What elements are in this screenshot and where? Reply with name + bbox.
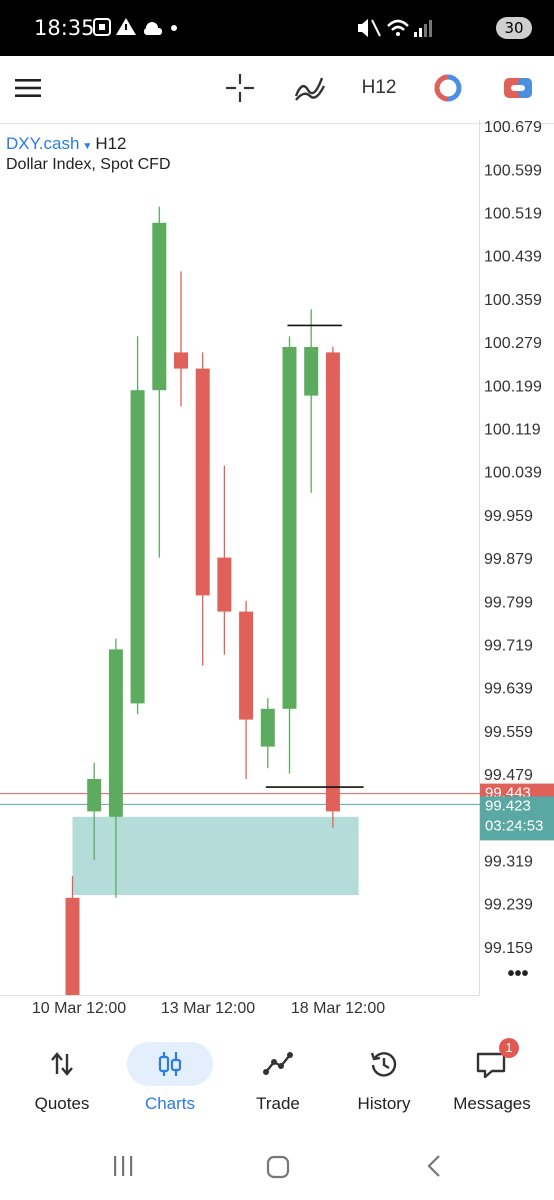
- indicators-icon: [294, 77, 326, 101]
- candle-body: [217, 557, 232, 612]
- quotes-icon: [51, 1052, 73, 1076]
- price-axis-label: 100.359: [484, 292, 542, 309]
- symbol-name[interactable]: DXY.cash: [6, 134, 80, 153]
- candle-body: [260, 708, 275, 747]
- nav-label-messages: Messages: [453, 1094, 531, 1113]
- time-axis-label: 10 Mar 12:00: [32, 1000, 126, 1017]
- price-axis-label: 99.959: [484, 508, 533, 525]
- price-axis-label: 99.479: [484, 767, 533, 784]
- candle-body: [239, 611, 254, 720]
- nav-history[interactable]: History: [334, 1042, 434, 1114]
- one-click-trading-button[interactable]: [500, 68, 536, 108]
- candle-body: [325, 352, 340, 812]
- status-time: 18:35: [34, 16, 95, 40]
- trade-icon: [263, 1052, 293, 1075]
- bottom-navigation: Quotes Charts Trade: [0, 1028, 554, 1128]
- candle-body: [282, 347, 297, 709]
- candle-body: [130, 390, 145, 704]
- nav-charts[interactable]: Charts: [120, 1042, 220, 1114]
- crosshair-button[interactable]: [222, 68, 258, 108]
- wifi-icon: [387, 19, 409, 27]
- symbol-description: Dollar Index, Spot CFD: [6, 156, 171, 173]
- time-axis-label: 18 Mar 12:00: [291, 1000, 385, 1017]
- chart-toolbar: H12: [0, 56, 554, 120]
- bid-price-tag: [480, 783, 554, 800]
- messages-badge: 1: [499, 1038, 519, 1058]
- battery-indicator: 30: [496, 17, 532, 39]
- nav-messages[interactable]: 1 Messages: [442, 1038, 542, 1114]
- indicators-button[interactable]: [290, 68, 330, 108]
- mute-icon: [358, 19, 368, 37]
- price-axis-label: 99.799: [484, 594, 533, 611]
- back-button[interactable]: [427, 1155, 440, 1177]
- more-menu-icon[interactable]: •••: [507, 963, 528, 985]
- chart-type-button[interactable]: [430, 68, 466, 108]
- system-status-icons: [358, 19, 432, 37]
- candle-body: [174, 352, 188, 369]
- candle-body: [87, 779, 102, 812]
- price-axis-label: 100.039: [484, 465, 542, 482]
- trade-toggle-icon: [504, 78, 532, 98]
- price-axis-label: 100.119: [484, 422, 541, 439]
- candle-countdown-label: 03:24:53: [485, 817, 543, 834]
- price-axis-label: 99.559: [484, 724, 533, 741]
- nav-label-history: History: [357, 1094, 411, 1113]
- home-button[interactable]: [266, 1155, 290, 1179]
- signal-icon: [414, 32, 417, 37]
- price-axis-label: 100.279: [484, 335, 542, 352]
- price-axis-label: 99.319: [484, 854, 533, 871]
- candle-body: [108, 649, 123, 817]
- price-axis-label: 99.159: [484, 940, 533, 957]
- candle-body: [195, 368, 210, 596]
- candle-body: [304, 347, 319, 396]
- recent-apps-button[interactable]: [114, 1156, 133, 1176]
- system-navigation-bar: [0, 1128, 554, 1200]
- crosshair-icon: [226, 74, 254, 102]
- candle-body: [65, 897, 80, 995]
- nav-quotes[interactable]: Quotes: [12, 1042, 112, 1114]
- symbol-dropdown-icon[interactable]: ▼: [82, 141, 93, 152]
- price-axis-label: 99.879: [484, 551, 533, 568]
- nav-label-quotes: Quotes: [34, 1094, 90, 1113]
- screenshot-icon: [93, 18, 111, 36]
- history-icon: [370, 1052, 397, 1077]
- chart-type-icon: [434, 74, 462, 102]
- status-bar: 18:35 30: [0, 0, 554, 56]
- symbol-timeframe: H12: [95, 134, 127, 153]
- menu-button[interactable]: [10, 68, 46, 108]
- ask-price-label: 99.423: [485, 797, 531, 814]
- nav-trade[interactable]: Trade: [228, 1042, 328, 1114]
- notification-icons: [93, 18, 177, 36]
- price-axis-label: 100.679: [484, 120, 542, 136]
- price-axis-label: 99.719: [484, 638, 533, 655]
- nav-label-trade: Trade: [256, 1094, 300, 1113]
- timeframe-selector[interactable]: H12: [361, 77, 397, 98]
- price-axis-label: 99.639: [484, 681, 533, 698]
- charts-icon: [158, 1052, 182, 1076]
- menu-icon: [15, 79, 41, 97]
- ask-price-tag: [480, 796, 554, 841]
- price-axis-label: 100.599: [484, 162, 542, 179]
- price-axis-label: 100.439: [484, 249, 542, 266]
- nav-label-charts: Charts: [144, 1094, 196, 1113]
- time-axis-label: 13 Mar 12:00: [161, 1000, 255, 1017]
- demand-zone: [72, 816, 359, 896]
- price-axis-label: 100.519: [484, 206, 542, 223]
- price-axis-label: 100.199: [484, 378, 542, 395]
- dot-icon: [171, 25, 177, 31]
- price-axis-label: 99.239: [484, 897, 533, 914]
- symbol-header: DXY.cash ▼ H12: [6, 134, 127, 154]
- price-chart[interactable]: 100.679 100.599 100.519 100.439 100.359 100.2…: [0, 120, 554, 1020]
- candle-body: [152, 222, 167, 391]
